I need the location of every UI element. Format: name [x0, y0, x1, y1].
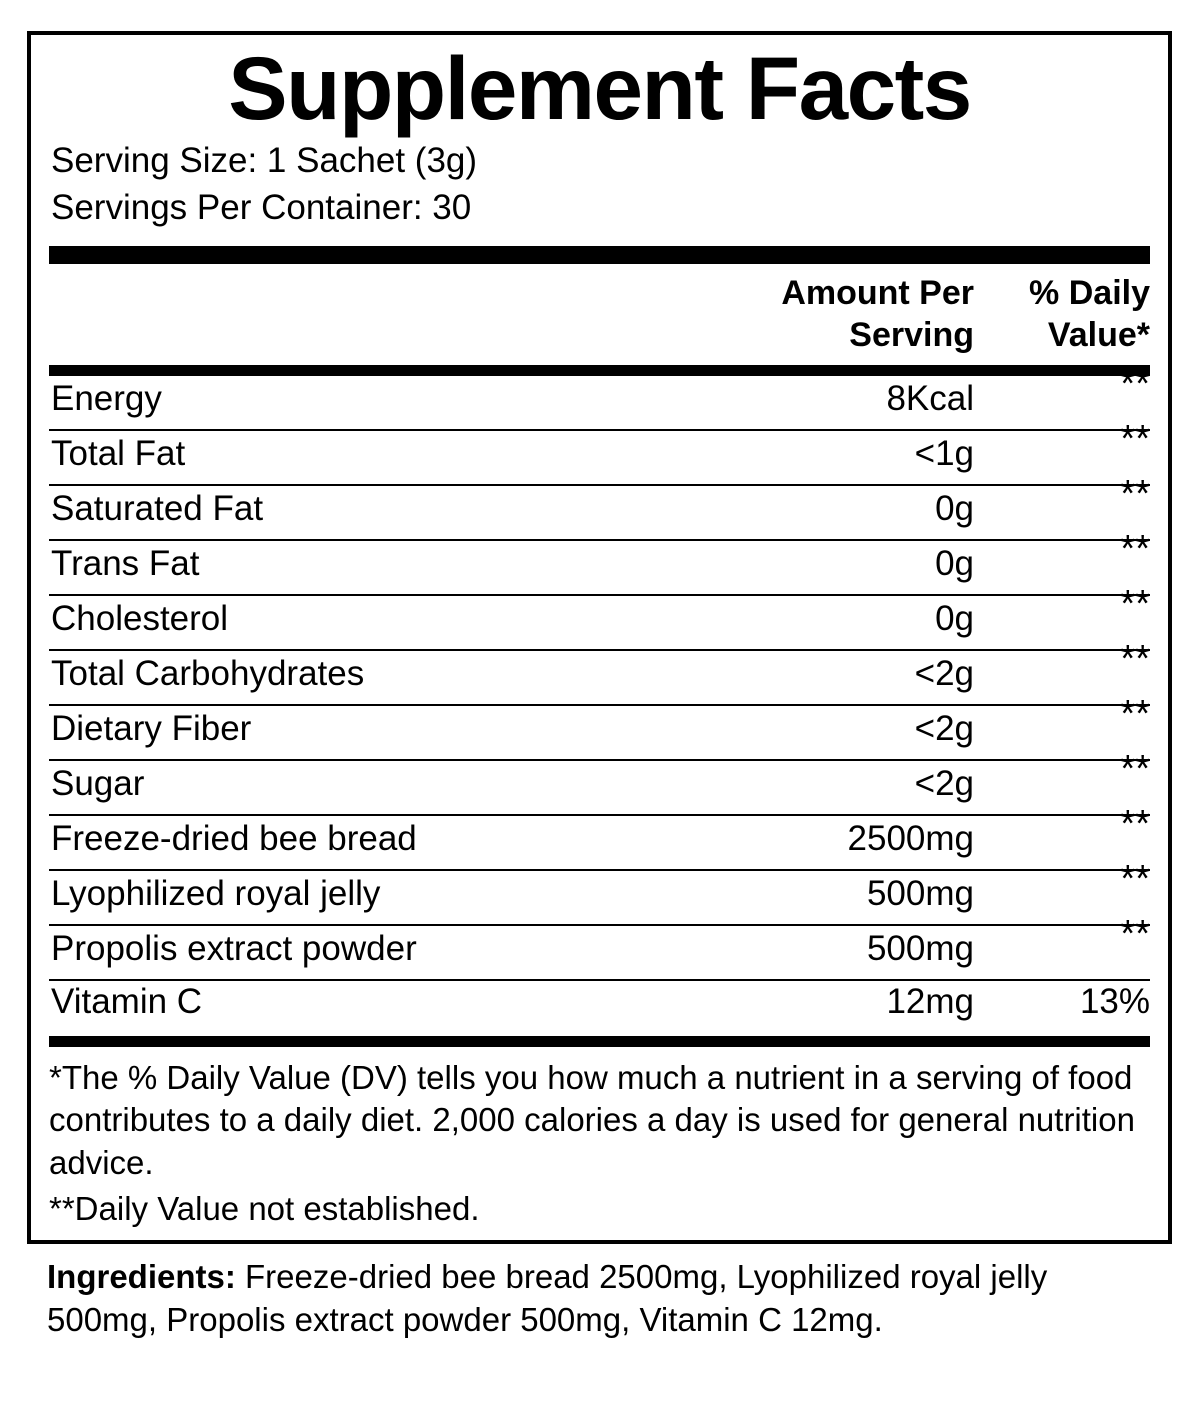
daily-value-footnote-mark: **: [1120, 418, 1150, 461]
nutrient-amount: 8Kcal: [886, 379, 974, 419]
supplement-facts-panel: Supplement Facts Serving Size: 1 Sachet …: [27, 31, 1172, 1245]
nutrient-amount: 2500mg: [847, 819, 974, 859]
nutrient-name: Lyophilized royal jelly: [51, 874, 381, 914]
nutrient-amount: <2g: [914, 654, 974, 694]
table-row: Vitamin C 12mg 13%: [49, 981, 1150, 1036]
column-headers: Amount Per Serving % Daily Value*: [49, 264, 1150, 366]
ingredients-label: Ingredients:: [47, 1258, 236, 1296]
nutrient-amount: <2g: [914, 764, 974, 804]
nutrient-name: Saturated Fat: [51, 489, 264, 529]
amount-column-header: Amount Per Serving: [682, 272, 982, 358]
nutrient-rows: Energy 8Kcal ** Total Fat <1g ** Saturated Fat…: [49, 365, 1150, 1036]
ingredients-statement: Ingredients: Freeze-dried bee bread 2500…: [27, 1256, 1172, 1342]
amount-header-line1: Amount Per: [781, 273, 974, 312]
nutrient-name: Sugar: [51, 764, 145, 804]
footnote-text: *The % Daily Value (DV) tells you how mu…: [49, 1059, 1135, 1181]
table-row: Freeze-dried bee bread 2500mg **: [49, 805, 1150, 872]
nutrient-amount: 500mg: [866, 874, 974, 914]
daily-value-footnote-mark: **: [1120, 363, 1150, 406]
daily-value-footnote-mark: **: [1120, 748, 1150, 791]
table-row: Propolis extract powder 500mg **: [49, 915, 1150, 982]
daily-value-column-header: % Daily Value*: [982, 272, 1150, 358]
nutrient-amount: <1g: [914, 434, 974, 474]
nutrient-name: Freeze-dried bee bread: [51, 819, 417, 859]
footnote-text: **Daily Value not established.: [49, 1189, 480, 1227]
nutrient-amount: 0g: [935, 489, 974, 529]
nutrient-name: Total Fat: [51, 434, 186, 474]
table-row: Cholesterol 0g **: [49, 585, 1150, 652]
daily-value-footnote-mark: **: [1120, 473, 1150, 516]
table-row: Sugar <2g **: [49, 750, 1150, 817]
daily-value-footnote-mark: **: [1120, 693, 1150, 736]
nutrient-name: Energy: [51, 379, 162, 419]
nutrient-amount: <2g: [914, 709, 974, 749]
servings-per-container: Servings Per Container: 30: [51, 187, 472, 227]
daily-value-footnote-mark: **: [1120, 858, 1150, 901]
table-row: Trans Fat 0g **: [49, 530, 1150, 597]
thick-rule-footnotes: [49, 1036, 1150, 1048]
thick-rule-headers: [49, 365, 1150, 377]
daily-value-footnote-mark: **: [1120, 528, 1150, 571]
thick-rule-top: [49, 245, 1150, 264]
table-row: Saturated Fat 0g **: [49, 475, 1150, 542]
serving-size: Serving Size: 1 Sachet (3g): [51, 140, 478, 180]
daily-value-footnote-mark: **: [1120, 638, 1150, 681]
amount-header-line2: Serving: [849, 316, 974, 355]
dv-header-line1: % Daily: [1029, 273, 1150, 312]
nutrient-amount: 500mg: [866, 929, 974, 969]
nutrient-amount: 12mg: [886, 982, 974, 1022]
daily-value-footnote-mark: **: [1120, 803, 1150, 846]
nutrient-name: Trans Fat: [51, 544, 200, 584]
supplement-facts-label: Supplement Facts Serving Size: 1 Sachet …: [27, 31, 1172, 1342]
table-row: Energy 8Kcal **: [49, 365, 1150, 432]
ingredients-text: Freeze-dried bee bread 2500mg, Lyophiliz…: [47, 1258, 1048, 1339]
dv-header-line2: Value*: [1047, 316, 1150, 355]
daily-value-footnote-mark: **: [1120, 913, 1150, 956]
daily-value-footnote-mark: **: [1120, 583, 1150, 626]
nutrient-name: Total Carbohydrates: [51, 654, 365, 694]
daily-value-percent: 13%: [1079, 982, 1150, 1022]
page-title: Supplement Facts: [228, 38, 972, 138]
nutrient-name: Cholesterol: [51, 599, 229, 639]
table-row: Total Carbohydrates <2g **: [49, 640, 1150, 707]
nutrient-amount: 0g: [935, 599, 974, 639]
table-row: Total Fat <1g **: [49, 420, 1150, 487]
nutrient-amount: 0g: [935, 544, 974, 584]
footnotes: *The % Daily Value (DV) tells you how mu…: [49, 1047, 1150, 1240]
table-row: Dietary Fiber <2g **: [49, 695, 1150, 762]
nutrient-name: Vitamin C: [51, 982, 203, 1022]
table-row: Lyophilized royal jelly 500mg **: [49, 860, 1150, 927]
serving-info: Serving Size: 1 Sachet (3g) Servings Per…: [49, 138, 1150, 232]
nutrient-name: Propolis extract powder: [51, 929, 417, 969]
nutrient-name: Dietary Fiber: [51, 709, 252, 749]
